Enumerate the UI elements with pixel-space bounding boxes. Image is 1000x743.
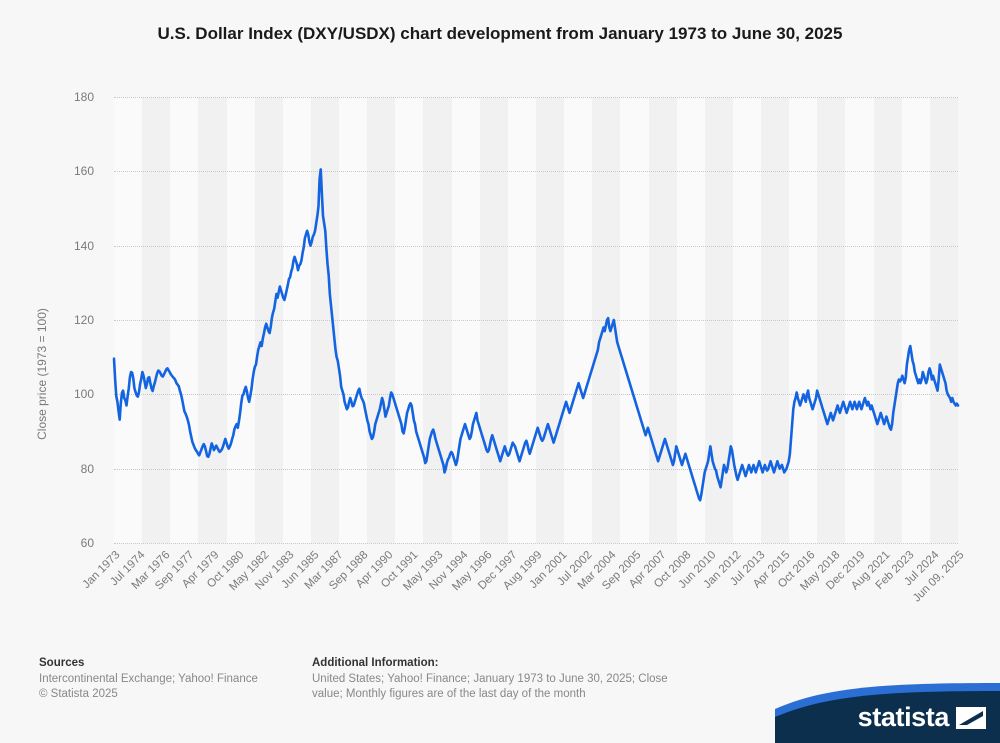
statista-wordmark: statista (858, 704, 986, 731)
gridline-180 (114, 97, 958, 98)
y-tick-100: 100 (73, 387, 94, 402)
y-tick-60: 60 (80, 536, 94, 550)
statista-logo[interactable]: statista (775, 683, 1000, 743)
additional-information-text-1: United States; Yahoo! Finance; January 1… (312, 673, 668, 685)
gridline-160 (114, 171, 958, 173)
y-tick-140: 140 (73, 238, 94, 253)
y-tick-180: 180 (73, 90, 94, 104)
y-tick-160: 160 (73, 164, 94, 179)
y-tick-120: 120 (73, 313, 94, 327)
gridlines (114, 97, 958, 544)
sources-heading: Sources (39, 657, 85, 669)
gridline-60 (114, 543, 958, 544)
sources-block: Sources Intercontinental Exchange; Yahoo… (39, 657, 299, 702)
additional-information-block: Additional Information: United States; Y… (312, 657, 712, 702)
y-axis-labels: Close price (1973 = 100) 60 80 100 120 140 16… (0, 90, 106, 550)
page-title: U.S. Dollar Index (DXY/USDX) chart devel… (157, 24, 843, 43)
y-tick-80: 80 (80, 461, 94, 476)
sources-text-2: © Statista 2025 (39, 688, 118, 700)
additional-information-text-2: value; Monthly figures are of the last d… (312, 688, 586, 700)
y-axis-title: Close price (1973 = 100) (35, 308, 49, 440)
gridline-100 (114, 394, 958, 396)
dxy-line-series (112, 168, 960, 502)
gridline-120 (114, 320, 958, 321)
additional-information-heading: Additional Information: (312, 657, 439, 669)
sources-text-1: Intercontinental Exchange; Yahoo! Financ… (39, 673, 258, 685)
gridline-140 (114, 245, 958, 247)
gridline-80 (114, 468, 958, 470)
x-axis-labels: Jan 1973 Jul 1974 Mar 1976 Sep 1977 Apr 1979… (0, 543, 1000, 643)
statista-logo-shape (775, 683, 1000, 743)
statista-word: statista (857, 702, 950, 732)
statista-mark-icon (956, 706, 986, 729)
footer: Sources Intercontinental Exchange; Yahoo… (0, 648, 1000, 743)
plot-area (112, 97, 960, 544)
